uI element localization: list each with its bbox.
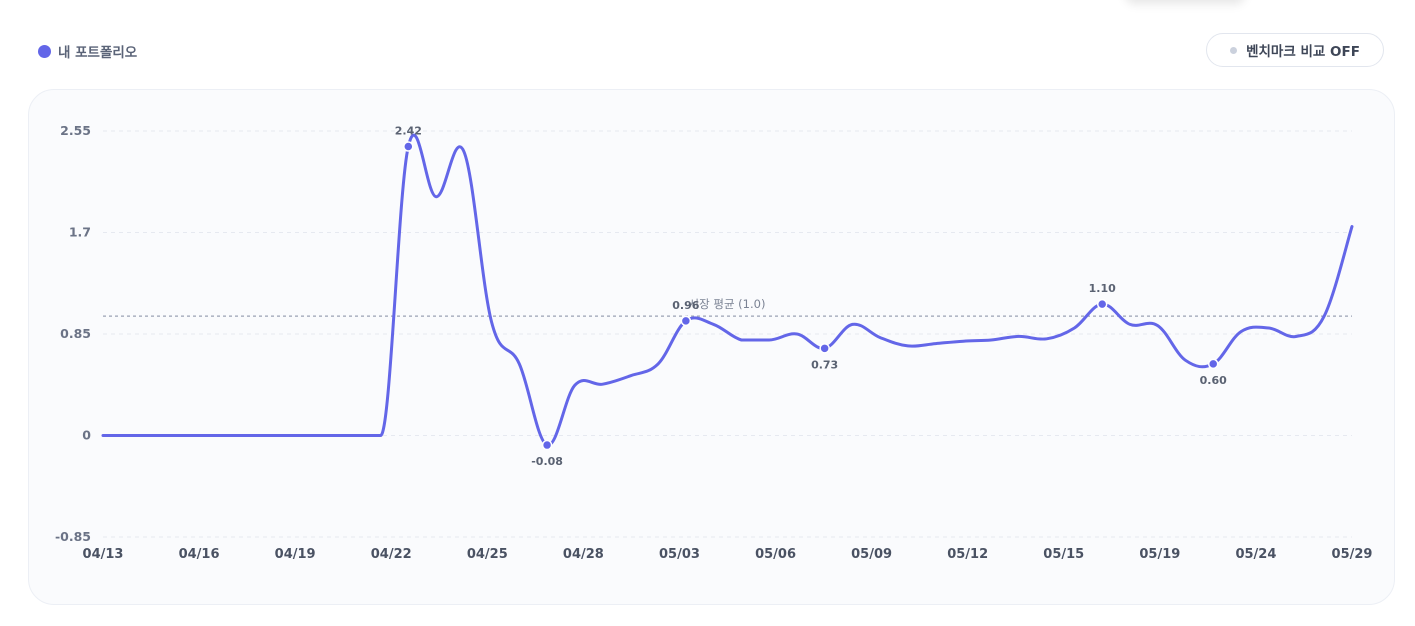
- x-tick-label: 05/15: [1043, 547, 1084, 562]
- data-point: [1207, 358, 1219, 370]
- x-tick-label: 04/16: [179, 547, 220, 562]
- data-point: [680, 315, 692, 327]
- benchmark-toggle-button[interactable]: 벤치마크 비교 OFF: [1206, 33, 1384, 67]
- y-axis-ticks: -0.85 0 0.85 1.7 2.55: [55, 123, 91, 544]
- data-point: [541, 439, 553, 451]
- data-label: 0.60: [1200, 374, 1227, 387]
- chart-card: [28, 89, 1395, 605]
- series-line: [101, 133, 1354, 447]
- y-tick-label: 0: [82, 428, 91, 443]
- data-label: 0.96: [672, 299, 699, 312]
- y-tick-label: -0.85: [55, 529, 91, 544]
- x-tick-label: 05/03: [659, 547, 700, 562]
- reference-line-label: 시장 평균 (1.0): [689, 297, 766, 311]
- x-tick-label: 04/25: [467, 547, 508, 562]
- y-tick-label: 0.85: [60, 326, 91, 341]
- x-tick-label: 04/22: [371, 547, 412, 562]
- annotation-points: 2.42 -0.08 0.96 0.73 1.10 0.60: [395, 125, 1227, 469]
- data-label: 2.42: [395, 125, 422, 138]
- legend-dot-icon: [38, 44, 51, 58]
- reference-line-group: 시장 평균 (1.0): [103, 297, 1352, 317]
- x-tick-label: 05/24: [1235, 547, 1276, 562]
- x-axis-ticks: 04/13 04/16 04/19 04/22 04/25 04/28 05/03 05/06…: [83, 547, 1373, 562]
- x-tick-label: 05/06: [755, 547, 796, 562]
- y-tick-label: 1.7: [69, 225, 91, 240]
- data-point: [1096, 298, 1108, 310]
- data-label: 0.73: [811, 358, 838, 371]
- x-tick-label: 05/09: [851, 547, 892, 562]
- y-tick-label: 2.55: [60, 123, 91, 138]
- benchmark-toggle-label: 벤치마크 비교 OFF: [1246, 44, 1360, 60]
- data-label: 1.10: [1089, 282, 1116, 295]
- series-line-group: [101, 133, 1354, 447]
- data-label: -0.08: [531, 455, 563, 468]
- x-tick-label: 04/19: [275, 547, 316, 562]
- data-point: [819, 343, 830, 354]
- data-point: [403, 141, 414, 152]
- x-tick-label: 05/12: [947, 547, 988, 562]
- toggle-off-dot-icon: [1230, 46, 1238, 54]
- x-tick-label: 05/29: [1332, 547, 1373, 562]
- x-tick-label: 04/13: [83, 547, 124, 562]
- legend-label: 내 포트폴리오: [58, 45, 138, 61]
- x-tick-label: 05/19: [1139, 547, 1180, 562]
- x-tick-label: 04/28: [563, 547, 604, 562]
- legend: 내 포트폴리오: [38, 41, 137, 61]
